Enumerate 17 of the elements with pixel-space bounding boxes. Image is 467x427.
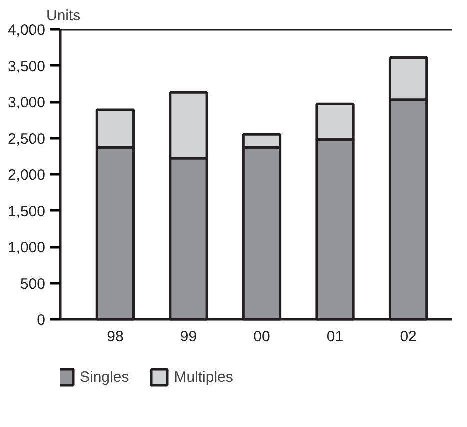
x-tick-label: 00 xyxy=(254,328,270,346)
y-tick-label: 1,000 xyxy=(8,240,46,256)
x-tick-label: 98 xyxy=(107,328,124,346)
y-tick-label: 2,500 xyxy=(8,130,46,148)
legend-label: Singles xyxy=(80,368,130,386)
x-tick-label: 02 xyxy=(400,328,417,346)
x-tick-label: 01 xyxy=(326,328,344,346)
legend-label: Multiples xyxy=(174,368,234,386)
y-tick-label: 2,000 xyxy=(8,167,46,184)
y-tick-label: 1,500 xyxy=(8,203,46,220)
y-tick-label: 3,000 xyxy=(8,94,46,112)
y-axis-title: Units xyxy=(46,8,81,24)
y-tick-label: 3,500 xyxy=(8,58,46,76)
x-tick-label: 99 xyxy=(180,328,198,346)
y-tick-label: 0 xyxy=(37,312,46,329)
y-tick-label: 4,000 xyxy=(8,22,46,39)
y-tick-label: 500 xyxy=(20,276,46,293)
